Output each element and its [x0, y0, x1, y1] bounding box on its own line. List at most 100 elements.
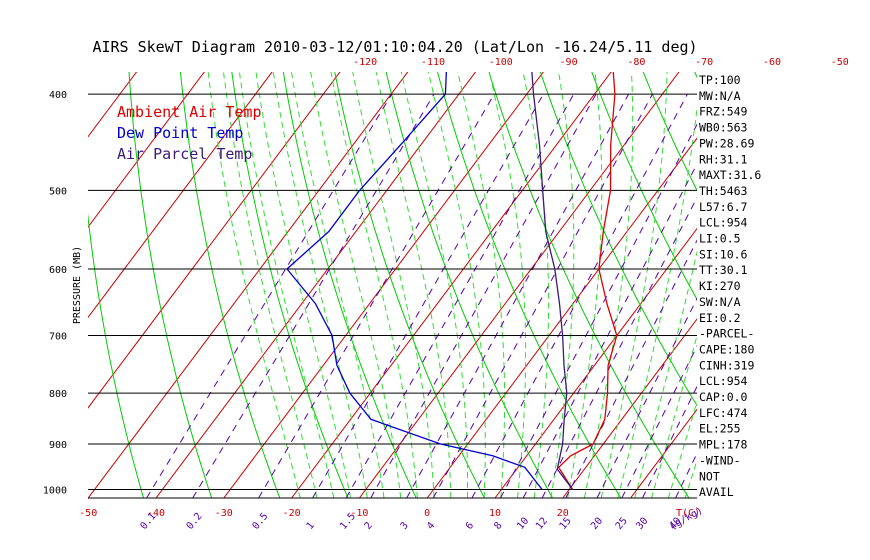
stat-item: MPL:178	[699, 438, 748, 452]
y-axis-label: PRESSURE (MB)	[72, 246, 83, 324]
dry-adiabat-line	[860, 0, 870, 498]
mixing-ratio-line	[146, 93, 393, 498]
dry-adiabat-line	[231, 72, 349, 498]
profile-lines	[286, 72, 618, 490]
moist-adiabat-line	[330, 72, 418, 498]
stat-item: CAPE:180	[699, 342, 754, 356]
moist-adiabat-line	[488, 72, 527, 498]
isotherm-line	[0, 0, 178, 498]
bottom-temp-tick-label: -20	[283, 508, 301, 519]
stat-item: EI:0.2	[699, 311, 741, 325]
mixing-ratio-line	[500, 123, 697, 498]
stat-item: SW:N/A	[699, 295, 741, 309]
dry-adiabat-line	[385, 72, 554, 498]
bottom-temp-tick-label: -50	[79, 508, 97, 519]
dry-adiabat-line	[437, 72, 622, 498]
moist-adiabat-line	[207, 72, 301, 498]
moist-adiabat-line	[310, 72, 402, 498]
moist-adiabat-line	[600, 72, 668, 498]
mixing-ratio-tick-label: 10	[515, 516, 531, 532]
mixing-ratio-tick-label: 0.5	[250, 511, 270, 532]
isotherm-line	[358, 72, 680, 498]
isotherm-line	[766, 0, 870, 498]
legend-item: Air Parcel Temp	[117, 145, 252, 163]
legend: Ambient Air Temp Dew Point Temp Air Parcel…	[117, 103, 262, 163]
stat-item: MW:N/A	[699, 89, 741, 103]
moist-adiabat-line	[567, 72, 603, 498]
mixing-ratio-line	[565, 239, 697, 498]
moist-adiabat-line	[667, 400, 697, 498]
stat-item: WB0:563	[699, 121, 748, 135]
mixing-ratio-tick-label: 3	[399, 520, 411, 532]
legend-item: Ambient Air Temp	[117, 103, 262, 121]
dry-adiabat-line	[488, 72, 690, 498]
bottom-temp-tick-label: -10	[350, 508, 368, 519]
moist-adiabat-line	[634, 250, 697, 498]
mixing-ratio-tick-label: 1	[305, 520, 317, 532]
stat-item: MAXT:31.6	[699, 168, 761, 182]
moist-adiabat-line	[290, 72, 385, 498]
stat-item: EL:255	[699, 422, 741, 436]
dry-adiabat-line	[826, 0, 870, 498]
mixing-ratio-tick-label: 20	[589, 516, 605, 532]
top-temp-tick-label: -60	[763, 57, 781, 68]
dry-adiabat-line	[642, 72, 697, 192]
moist-adiabat-line	[651, 333, 697, 498]
parcel-temp-line	[531, 72, 574, 490]
isotherm-line	[0, 0, 111, 498]
bottom-temp-tick-label: -30	[215, 508, 233, 519]
stat-item: CAP:0.0	[699, 390, 748, 404]
dry-adiabat-line	[334, 72, 485, 498]
moist-adiabat-line	[255, 72, 352, 498]
isotherm-line	[88, 72, 205, 228]
mixing-ratio-tick-label: 30	[634, 516, 650, 532]
moist-adiabat-line	[375, 72, 452, 498]
moist-adiabat-line	[238, 72, 335, 498]
mixing-ratio-line	[541, 196, 697, 498]
pressure-tick-label: 400	[49, 90, 67, 101]
dry-adiabat-line	[179, 72, 281, 498]
stat-item: TP:100	[699, 73, 741, 87]
isobars	[88, 93, 697, 499]
moist-adiabat-line	[427, 72, 486, 498]
mixing-ratio-line	[258, 93, 495, 498]
isotherm-line	[494, 227, 697, 498]
isotherm-line	[562, 318, 697, 498]
stat-item: KI:270	[699, 279, 741, 293]
stat-item: LCL:954	[699, 374, 748, 388]
top-temp-tick-label: -50	[831, 57, 849, 68]
pressure-tick-label: 900	[49, 440, 67, 451]
top-temp-tick-label: -70	[695, 57, 713, 68]
stat-item: RH:31.1	[699, 152, 748, 166]
stat-item: -PARCEL-	[699, 327, 754, 341]
bottom-temp-tick-label: 20	[557, 508, 569, 519]
isotherm-line	[155, 72, 477, 498]
plot-grid	[0, 0, 870, 498]
stat-item: L57:6.7	[699, 200, 748, 214]
stat-item: FRZ:549	[699, 105, 748, 119]
stat-item: PW:28.69	[699, 136, 754, 150]
dry-adiabat-line	[128, 72, 213, 498]
mixing-ratio-line	[406, 93, 630, 498]
mixing-ratio-tick-label: 12	[534, 516, 550, 532]
mixing-ratio-line	[471, 93, 688, 498]
stat-item: TT:30.1	[699, 263, 748, 277]
stat-item: TH:5463	[699, 184, 748, 198]
moist-adiabat-line	[457, 72, 506, 498]
moist-adiabat-line	[522, 72, 550, 498]
stat-item: LFC:474	[699, 406, 748, 420]
dewpoint-temp-line	[286, 72, 543, 490]
dry-adiabat-line	[792, 0, 870, 498]
top-temp-tick-label: -80	[627, 57, 645, 68]
dry-adiabat-line	[539, 72, 697, 407]
dry-adiabat-line	[282, 72, 417, 498]
mixing-ratio-line	[312, 93, 544, 498]
moist-adiabat-line	[352, 72, 435, 498]
mixing-ratio-tick-label: 0.2	[185, 511, 205, 532]
dry-adiabat-line	[656, 0, 870, 498]
pressure-tick-label: 1000	[43, 485, 67, 496]
isotherm-line	[630, 408, 697, 498]
chart-title: AIRS SkewT Diagram 2010-03-12/01:10:04.2…	[92, 38, 697, 56]
